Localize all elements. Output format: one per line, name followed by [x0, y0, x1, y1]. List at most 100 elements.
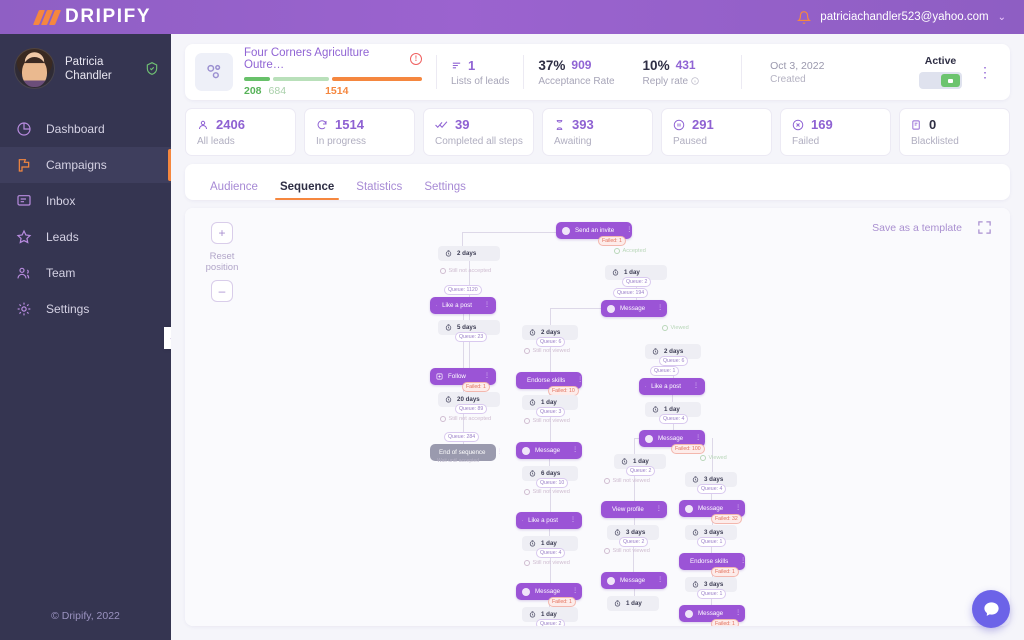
flow-node-delay[interactable]: 3 days: [607, 525, 659, 540]
flow-node-delay[interactable]: 1 day: [607, 596, 659, 611]
bell-icon[interactable]: [797, 10, 812, 25]
flow-node-label: 5 days: [457, 324, 477, 331]
stat-card-in-progress[interactable]: 1514 In progress: [304, 108, 415, 156]
flow-node-menu-icon[interactable]: ⋮: [657, 577, 664, 583]
tab-statistics[interactable]: Statistics: [356, 181, 403, 193]
flow-node-menu-icon[interactable]: ⋮: [484, 302, 490, 308]
flow-node-label: End of sequence: [439, 449, 486, 456]
flow-node-label: 3 days: [626, 529, 646, 536]
sequence-canvas[interactable]: + Reset position – Save as a template Se…: [185, 208, 1010, 626]
reply-percent: 10%: [642, 57, 670, 73]
tab-sequence[interactable]: Sequence: [269, 181, 345, 200]
stat-card-awaiting[interactable]: 393 Awaiting: [542, 108, 653, 156]
sidebar-item-campaigns[interactable]: Campaigns: [0, 147, 171, 183]
flow-node-action[interactable]: Message ⋮: [639, 430, 705, 447]
blocked-circle-icon: [440, 268, 446, 274]
flow-node-delay[interactable]: 3 days: [685, 472, 737, 487]
stat-value: 2406: [216, 117, 245, 132]
flow-badge-queue: Queue: 2: [626, 466, 656, 476]
flow-node-label: 2 days: [457, 250, 477, 257]
flow-node-delay[interactable]: 1 day: [614, 454, 666, 469]
stat-card-blacklisted[interactable]: 0 Blacklisted: [899, 108, 1010, 156]
fullscreen-icon[interactable]: [977, 220, 992, 235]
flow-node-action[interactable]: Like a post ⋮: [639, 378, 705, 395]
sidebar-item-settings[interactable]: Settings: [0, 291, 171, 327]
flow-node-delay[interactable]: 20 days: [438, 392, 500, 407]
flow-node-action[interactable]: Message ⋮: [679, 605, 745, 622]
zoom-in-button[interactable]: +: [211, 222, 233, 244]
chevron-down-icon[interactable]: ⌄: [997, 11, 1006, 23]
flow-node-action[interactable]: Message ⋮: [516, 583, 582, 600]
sidebar-item-leads[interactable]: Leads: [0, 219, 171, 255]
sidebar-item-inbox[interactable]: Inbox: [0, 183, 171, 219]
flow-node-action[interactable]: Send an invite ⋮: [556, 222, 632, 239]
flow-node-action[interactable]: Like a post ⋮: [430, 297, 496, 314]
flow-node-menu-icon[interactable]: ⋮: [657, 305, 664, 311]
flow-node-menu-icon[interactable]: ⋮: [695, 435, 702, 441]
check-circle-icon: [662, 325, 668, 331]
flow-edge: [462, 232, 463, 246]
flow-node-action[interactable]: Like a post ⋮: [516, 512, 582, 529]
flow-node-menu-icon[interactable]: ⋮: [626, 227, 633, 233]
flow-node-action[interactable]: Follow ⋮: [430, 368, 496, 385]
flow-node-menu-icon[interactable]: ⋮: [484, 373, 490, 379]
sidebar-item-dashboard[interactable]: Dashboard: [0, 111, 171, 147]
tab-audience[interactable]: Audience: [210, 181, 258, 193]
user-profile[interactable]: Patricia Chandler: [0, 34, 171, 105]
flow-node-delay[interactable]: 1 day: [522, 536, 578, 551]
flow-node-end[interactable]: End of sequence ⋮: [430, 444, 502, 461]
flow-node-label: 6 days: [541, 470, 561, 477]
stat-label: Failed: [792, 136, 820, 147]
stat-card-failed[interactable]: 169 Failed: [780, 108, 891, 156]
canvas-surface[interactable]: [185, 208, 1010, 626]
info-circle-icon[interactable]: [691, 77, 699, 85]
flow-node-delay[interactable]: 3 days: [685, 577, 737, 592]
zoom-out-button[interactable]: –: [211, 280, 233, 302]
flow-node-delay[interactable]: 1 day: [605, 265, 667, 280]
flow-node-delay[interactable]: 5 days: [438, 320, 500, 335]
flow-node-delay[interactable]: 1 day: [522, 607, 578, 622]
flow-node-menu-icon[interactable]: ⋮: [740, 558, 747, 564]
flow-node-label: View profile: [612, 506, 644, 513]
status-toggle[interactable]: [919, 72, 962, 89]
flow-node-action[interactable]: Endorse skills ⋮: [679, 553, 747, 570]
save-as-template-button[interactable]: Save as a template: [872, 222, 962, 234]
brand-logo[interactable]: DRIPIFY: [32, 6, 151, 28]
sidebar-item-team[interactable]: Team: [0, 255, 171, 291]
flow-node-delay[interactable]: 6 days: [522, 466, 578, 481]
stat-card-paused[interactable]: 291 Paused: [661, 108, 772, 156]
flow-node-menu-icon[interactable]: ⋮: [735, 505, 742, 511]
stat-card-completed[interactable]: 39 Completed all steps: [423, 108, 534, 156]
flow-node-delay[interactable]: 2 days: [438, 246, 500, 261]
flow-node-menu-icon[interactable]: ⋮: [572, 447, 579, 453]
account-menu[interactable]: patriciachandler523@yahoo.com ⌄: [797, 10, 1006, 25]
flow-node-action[interactable]: Message ⋮: [601, 300, 667, 317]
flow-node-action[interactable]: Endorse skills ⋮: [516, 372, 584, 389]
flow-node-delay[interactable]: 1 day: [645, 402, 701, 417]
reset-position-label[interactable]: Reset position: [199, 251, 245, 273]
flow-node-menu-icon[interactable]: ⋮: [655, 506, 662, 512]
flow-node-menu-icon[interactable]: ⋮: [496, 449, 503, 455]
flow-node-menu-icon[interactable]: ⋮: [735, 610, 742, 616]
flow-node-delay[interactable]: 2 days: [645, 344, 701, 359]
flow-node-delay[interactable]: 1 day: [522, 395, 578, 410]
flow-node-delay[interactable]: 3 days: [685, 525, 737, 540]
flow-node-action[interactable]: View profile ⋮: [601, 501, 667, 518]
flow-node-menu-icon[interactable]: ⋮: [570, 517, 576, 523]
campaign-title: Four Corners Agriculture Outre…: [244, 47, 370, 71]
campaign-menu-button[interactable]: ⋮: [978, 64, 992, 80]
flow-node-delay[interactable]: 2 days: [522, 325, 578, 340]
flow-node-menu-icon[interactable]: ⋮: [693, 383, 699, 389]
warning-circle-icon[interactable]: !: [410, 53, 422, 65]
flow-node-menu-icon[interactable]: ⋮: [572, 588, 579, 594]
flow-node-action[interactable]: Message ⋮: [679, 500, 745, 517]
tab-settings[interactable]: Settings: [424, 181, 466, 193]
flow-node-action[interactable]: Message ⋮: [516, 442, 582, 459]
stat-card-all-leads[interactable]: 2406 All leads: [185, 108, 296, 156]
lists-label: Lists of leads: [451, 75, 510, 87]
flow-node-action[interactable]: Message ⋮: [601, 572, 667, 589]
divider: [741, 55, 743, 89]
intercom-chat-button[interactable]: [972, 590, 1010, 628]
flow-node-menu-icon[interactable]: ⋮: [577, 377, 584, 383]
campaign-title-row[interactable]: Four Corners Agriculture Outre… !: [244, 47, 422, 71]
